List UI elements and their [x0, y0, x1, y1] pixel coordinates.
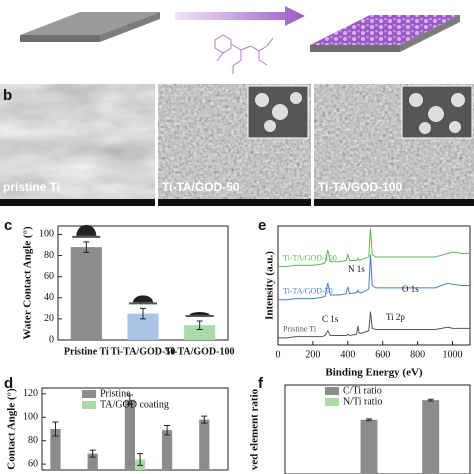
series-label: Pristine Ti: [283, 325, 317, 334]
error-bar: [201, 415, 208, 424]
bar: [87, 453, 98, 470]
bar: [184, 325, 216, 340]
plot-frame: [284, 384, 471, 474]
bar: [161, 430, 173, 470]
error-bar: [427, 398, 434, 402]
sem-images: [0, 84, 474, 206]
droplet-icon: [133, 295, 153, 303]
error-bar: [126, 394, 133, 405]
bar: [422, 400, 440, 474]
x-tick-label: Pristine Ti: [64, 346, 109, 357]
x-tick-label: 0: [276, 349, 281, 360]
y-tick-label: 60: [44, 271, 54, 282]
spectrum-line: [278, 254, 470, 301]
error-bar: [83, 241, 90, 253]
y-tick-label: 0: [49, 334, 54, 345]
x-tick-label: Ti-TA/GOD-100: [165, 346, 235, 357]
legend-swatch: [82, 401, 96, 409]
peak-label: C 1s: [322, 314, 339, 324]
legend-label: N/Ti ratio: [343, 396, 382, 407]
schematic: [20, 6, 460, 74]
y-axis-label: ved element ratio: [249, 388, 261, 470]
error-bar: [140, 307, 146, 320]
series-label: Ti-TA/GOD-50: [283, 287, 333, 296]
bar: [199, 419, 210, 470]
y-tick-label: 100: [23, 412, 38, 423]
x-axis-label: Binding Energy (eV): [325, 367, 423, 379]
image-caption: pristine Ti: [3, 180, 60, 194]
x-tick-label: 200: [305, 349, 320, 360]
spectrum-line: [278, 311, 470, 339]
y-tick-label: 120: [23, 388, 38, 399]
panel-label: e: [258, 217, 266, 234]
y-tick-label: 60: [28, 458, 38, 469]
y-tick-label: 80: [28, 435, 38, 446]
y-axis-label: Water Contact Angle (°): [22, 226, 34, 340]
error-bar: [89, 449, 96, 458]
y-tick-label: 100: [39, 229, 54, 240]
error-bar: [52, 421, 59, 437]
x-tick-label: 1000: [443, 349, 463, 360]
panel-label: c: [4, 217, 12, 234]
peak-label: Ti 2p: [386, 312, 405, 322]
error-bar: [164, 424, 171, 436]
y-axis-label: Contact Angle (°): [6, 388, 18, 470]
series-label: Ti-TA/GOD-100: [283, 253, 337, 262]
y-axis-label: Intensity (a.u.): [264, 251, 276, 320]
legend-label: Pristine: [100, 388, 131, 399]
legend-swatch: [325, 387, 339, 395]
droplet-icon: [189, 312, 210, 315]
error-bar: [196, 320, 203, 330]
panel-label: b: [3, 87, 12, 104]
y-tick-label: 20: [44, 313, 54, 324]
error-bar: [137, 453, 144, 466]
bar: [70, 247, 102, 340]
x-tick-label: 600: [375, 349, 390, 360]
x-tick-label: 400: [340, 349, 355, 360]
legend-label: C/Ti ratio: [343, 385, 382, 396]
legend-swatch: [82, 390, 96, 398]
bar: [360, 419, 378, 474]
x-tick-label: Ti-TA/GOD-50: [111, 346, 176, 357]
x-tick-label: 800: [410, 349, 425, 360]
panel-label: f: [258, 375, 264, 392]
panel-label: d: [4, 375, 13, 392]
peak-label: N 1s: [348, 264, 365, 274]
image-caption: Ti-TA/GOD-50: [162, 180, 240, 194]
y-tick-label: 40: [44, 292, 54, 303]
bar: [50, 429, 61, 470]
error-bar: [366, 418, 373, 422]
peak-label: O 1s: [402, 284, 419, 294]
legend-swatch: [325, 398, 339, 406]
bar: [124, 399, 135, 470]
y-tick-label: 80: [44, 250, 54, 261]
image-caption: Ti-TA/GOD-100: [318, 180, 403, 194]
legend-label: TA/GOD coating: [100, 399, 169, 410]
spectrum-line: [278, 228, 470, 267]
droplet-icon: [76, 224, 97, 236]
